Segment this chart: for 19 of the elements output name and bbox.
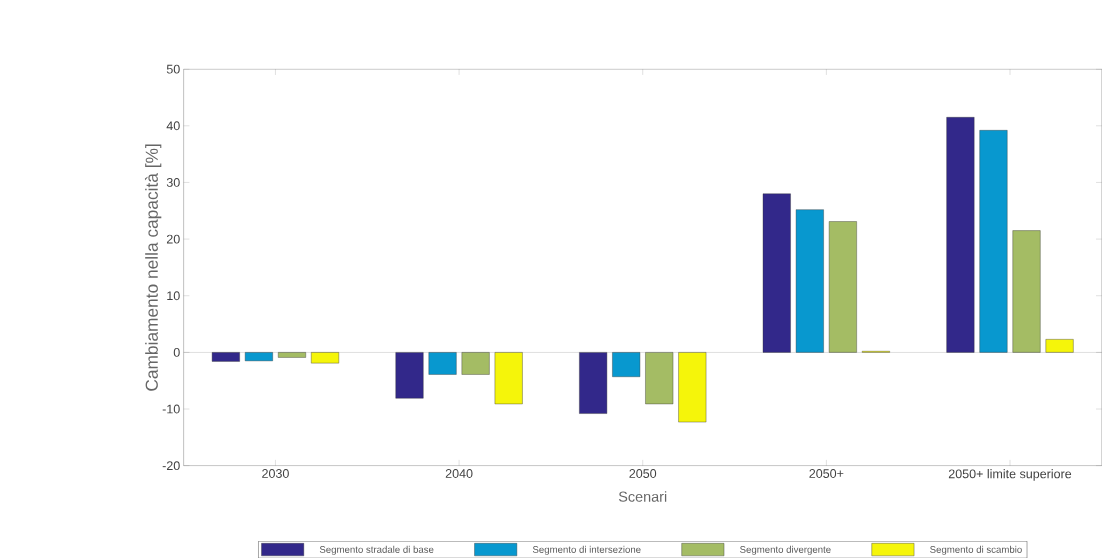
x-tick-label: 2050+ limite superiore	[948, 468, 1072, 481]
x-tick-label: 2030	[262, 468, 289, 478]
x-tick-label: 2050+	[809, 468, 844, 478]
y-tick-label: 50	[166, 64, 180, 74]
y-tick-label: -20	[162, 461, 180, 470]
x-tick-label: 2040	[445, 468, 473, 478]
legend-label: Segmento divergente	[740, 545, 831, 555]
y-tick-label: -10	[162, 404, 180, 414]
x-tick-label: 2050	[629, 468, 657, 478]
y-tick-label: 10	[167, 291, 180, 301]
y-tick-label: 30	[166, 177, 180, 187]
x-axis-title: Scenari	[618, 491, 667, 502]
legend-label: Segmento stradale di base	[319, 545, 434, 555]
legend-label: Segmento di intersezione	[532, 545, 641, 555]
y-tick-label: 20	[166, 234, 180, 244]
y-tick-label: 40	[166, 121, 180, 131]
y-axis-title: Cambiamento nella capacità [%]	[144, 144, 162, 391]
y-tick-label: 0	[173, 347, 180, 357]
legend-label: Segmento di scambio	[930, 545, 1022, 555]
